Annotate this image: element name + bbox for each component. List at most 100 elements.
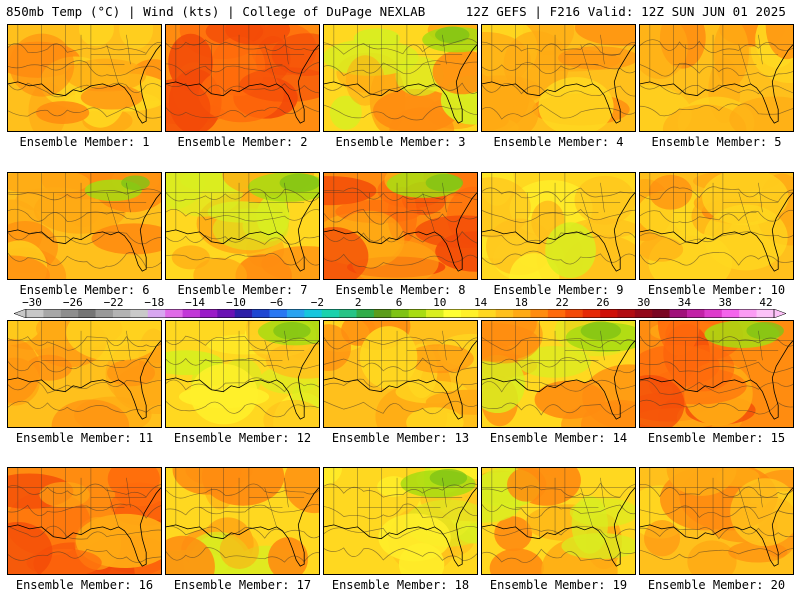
state-border <box>600 182 605 213</box>
geopotential-contour <box>482 336 635 351</box>
geopotential-contour <box>8 208 161 222</box>
temperature-region <box>378 513 451 562</box>
coastline <box>324 487 477 567</box>
temperature-region <box>489 548 544 574</box>
colorbar-tick-label: −18 <box>144 296 165 309</box>
colorbar-min-arrow <box>14 309 27 318</box>
geopotential-contour <box>324 378 477 394</box>
cool-region-core <box>425 173 464 192</box>
ensemble-map-panel <box>639 172 794 280</box>
temperature-region <box>558 46 635 70</box>
geopotential-contour <box>324 547 477 561</box>
temperature-field-map <box>166 25 319 131</box>
temperature-region <box>166 535 215 574</box>
coastline <box>482 340 635 420</box>
temperature-region <box>80 84 143 110</box>
geopotential-contour <box>166 401 319 418</box>
temperature-region <box>36 101 90 125</box>
colorbar-tick-label: 34 <box>677 296 692 309</box>
ensemble-map-panel <box>639 24 794 132</box>
temperature-region <box>534 380 606 419</box>
geopotential-contour <box>166 188 319 202</box>
temperature-field-map <box>8 468 161 574</box>
state-border <box>442 330 447 361</box>
geopotential-contour <box>640 526 793 540</box>
coastline <box>324 340 477 420</box>
geopotential-contour <box>482 482 635 498</box>
colorbar-swatch <box>460 309 479 318</box>
temperature-field-map <box>8 173 161 279</box>
temperature-region <box>119 25 154 49</box>
temperature-field-map <box>324 173 477 279</box>
colorbar-tick-label: 42 <box>759 296 773 309</box>
geopotential-contour <box>324 357 477 373</box>
ensemble-map-panel <box>165 24 320 132</box>
geopotential-contour <box>482 62 635 75</box>
geopotential-contour <box>166 105 319 119</box>
ensemble-map-panel <box>7 172 162 280</box>
temperature-region <box>324 176 377 206</box>
geopotential-contour <box>8 335 161 351</box>
colorbar-tick-label: −2 <box>310 296 325 309</box>
coastline <box>166 192 319 272</box>
colorbar-swatch <box>478 309 496 318</box>
colorbar-swatch <box>443 309 462 318</box>
colorbar-tick-label: 14 <box>473 296 488 309</box>
state-border <box>126 34 131 65</box>
temperature-field-map <box>640 468 793 574</box>
geopotential-contour <box>640 251 793 266</box>
temperature-region <box>666 468 737 496</box>
temperature-region <box>648 174 693 210</box>
geopotential-contour <box>166 547 319 563</box>
geopotential-contour <box>640 84 793 95</box>
coastline <box>166 340 319 420</box>
ensemble-member-label: Ensemble Member: 9 <box>493 283 624 297</box>
state-border <box>600 477 605 508</box>
coastline <box>324 44 477 124</box>
temperature-field-map <box>8 25 161 131</box>
geopotential-contour <box>8 60 161 77</box>
coastline <box>482 192 635 272</box>
colorbar-swatch <box>756 309 775 318</box>
colorbar-swatch <box>269 309 288 318</box>
ensemble-map-panel <box>323 320 478 428</box>
colorbar-swatch <box>199 309 218 318</box>
temperature-region <box>662 104 747 131</box>
geopotential-contour <box>324 253 477 269</box>
geopotential-contour <box>324 60 477 77</box>
coastline <box>8 44 161 124</box>
geopotential-contour <box>166 62 319 76</box>
cool-region-core <box>273 321 311 340</box>
temperature-field-map <box>640 321 793 427</box>
ensemble-member-label: Ensemble Member: 1 <box>19 135 150 149</box>
temperature-region <box>517 345 591 378</box>
temperature-region <box>640 237 684 262</box>
cool-region-core <box>429 468 468 487</box>
temperature-region <box>219 531 260 570</box>
temperature-region <box>239 67 319 102</box>
ensemble-member-label: Ensemble Member: 2 <box>177 135 308 149</box>
state-border <box>758 330 763 361</box>
temperature-field-map <box>166 321 319 427</box>
colorbar-swatch <box>652 309 670 318</box>
geopotential-contour <box>482 378 635 393</box>
temperature-region <box>324 468 343 485</box>
coastline <box>8 340 161 420</box>
colorbar-tick-label: 2 <box>354 296 362 309</box>
ensemble-member-label: Ensemble Member: 19 <box>489 578 628 592</box>
ensemble-map-panel <box>323 467 478 575</box>
temperature-region <box>114 482 161 507</box>
ensemble-map-panel <box>639 320 794 428</box>
geopotential-contour <box>324 503 477 520</box>
temperature-region <box>178 385 270 409</box>
geopotential-contour <box>640 379 793 395</box>
geopotential-contour <box>8 400 161 413</box>
colorbar-tick-label: −6 <box>270 296 284 309</box>
temperature-field-map <box>640 173 793 279</box>
temperature-region <box>545 222 596 279</box>
state-border <box>284 477 289 508</box>
geopotential-contour <box>166 377 319 393</box>
geopotential-contour <box>640 62 793 77</box>
hot-region <box>8 521 53 574</box>
temperature-colorbar <box>14 309 786 318</box>
